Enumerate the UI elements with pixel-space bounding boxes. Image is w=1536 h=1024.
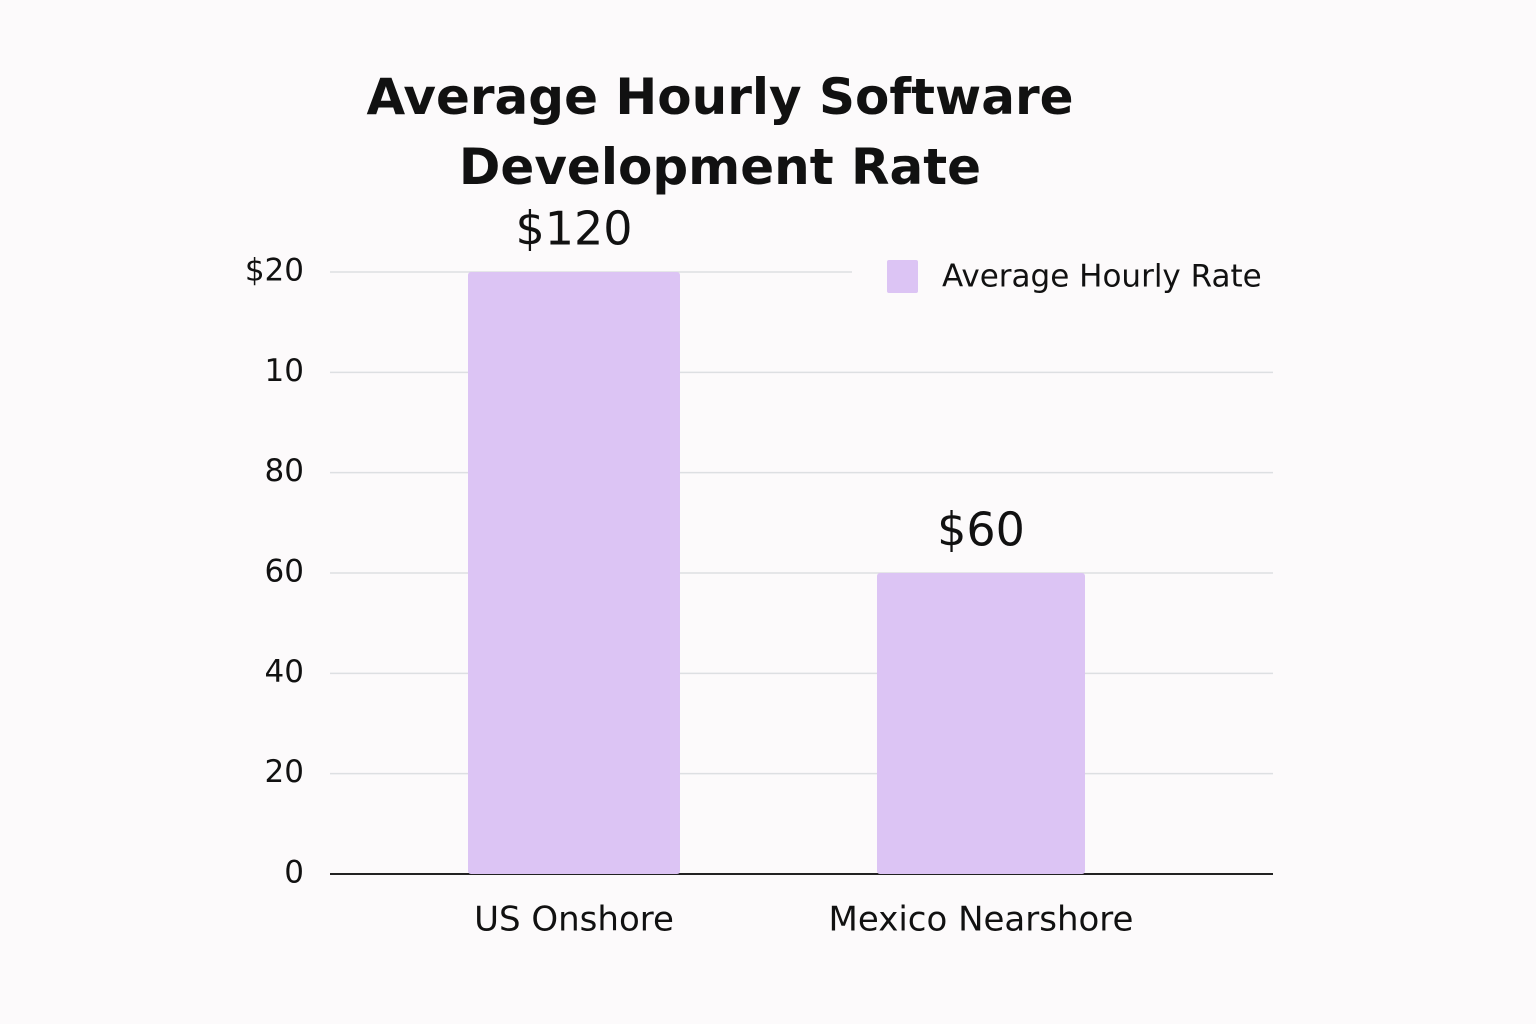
y-tick-label: 40 <box>265 654 304 690</box>
legend-swatch <box>887 260 918 293</box>
x-tick-label: Mexico Nearshore <box>829 900 1134 940</box>
y-tick-label: 0 <box>284 855 304 891</box>
value-label: $120 <box>515 202 632 256</box>
value-label: $60 <box>937 503 1025 557</box>
legend-label: Average Hourly Rate <box>942 259 1262 295</box>
bar <box>877 573 1085 874</box>
y-tick-label: 10 <box>265 353 304 389</box>
chart-title: Average Hourly Software Development Rate <box>366 68 1074 196</box>
y-tick-label: 80 <box>265 453 304 489</box>
bar <box>468 272 680 874</box>
y-tick-label: 60 <box>265 554 304 590</box>
y-tick-label: 20 <box>265 754 304 790</box>
y-tick-label: $20 <box>245 253 304 289</box>
x-tick-label: US Onshore <box>474 900 674 940</box>
